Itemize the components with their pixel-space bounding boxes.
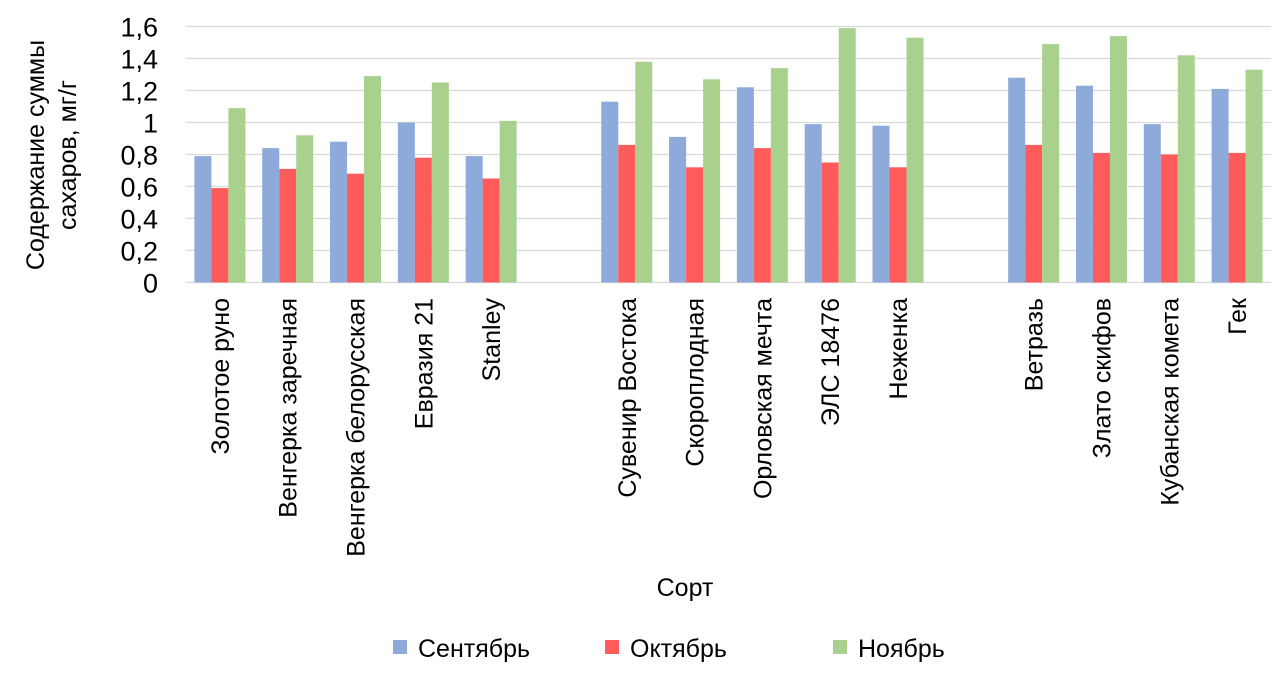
legend-label: Октябрь xyxy=(630,635,727,663)
y-tick-label: 0,8 xyxy=(120,141,158,171)
bar-oct xyxy=(686,167,704,283)
x-tick-label: Венгерка белорусская xyxy=(343,298,371,557)
x-tick-label: Венгерка заречная xyxy=(275,298,303,518)
bar-oct xyxy=(821,162,839,283)
bar-nov xyxy=(431,82,449,283)
bar-sep xyxy=(465,156,483,283)
bar-nov xyxy=(1042,44,1060,283)
x-tick-label: Скороплодная xyxy=(682,298,710,467)
y-tick-label: 0,4 xyxy=(120,205,158,235)
bar-oct xyxy=(347,173,365,283)
bar-sep xyxy=(1143,124,1161,283)
y-tick-label: 0,6 xyxy=(120,173,158,203)
y-axis-title: Содержание суммы сахаров, мг/г xyxy=(22,40,82,270)
bar-sep xyxy=(330,141,348,283)
x-tick-label: Гек xyxy=(1224,297,1252,335)
y-tick-label: 1 xyxy=(143,109,158,139)
bar-oct xyxy=(1160,154,1178,283)
legend-label: Ноябрь xyxy=(858,635,945,663)
bar-sep xyxy=(736,87,754,283)
bar-nov xyxy=(228,108,246,283)
bar-oct xyxy=(211,188,229,283)
bar-nov xyxy=(838,28,856,283)
bar-oct xyxy=(414,157,432,283)
y-tick-label: 0,2 xyxy=(120,237,158,267)
y-tick-label: 1,2 xyxy=(120,77,158,107)
x-axis-ticks: Золотое руно Венгерка заречная Венгерка бе… xyxy=(207,297,1252,557)
y-tick-label: 1,6 xyxy=(120,13,158,43)
x-tick-label: Неженка xyxy=(885,298,913,400)
bars xyxy=(194,28,1263,283)
bar-sep xyxy=(397,122,415,283)
bar-oct xyxy=(1228,152,1246,283)
legend-swatch xyxy=(393,640,407,654)
x-tick-label: Stanley xyxy=(478,298,506,382)
bar-sep xyxy=(669,136,687,283)
bar-nov xyxy=(635,61,653,283)
bar-nov xyxy=(703,79,721,283)
bar-sep xyxy=(194,156,212,283)
x-axis-title: Сорт xyxy=(657,574,714,602)
x-tick-label: Золотое руно xyxy=(207,298,235,454)
bar-oct xyxy=(618,144,636,283)
legend: Сентябрь Октябрь Ноябрь xyxy=(393,635,945,663)
x-tick-label: Злато скифов xyxy=(1088,298,1116,458)
bar-oct xyxy=(753,148,771,283)
bar-nov xyxy=(1245,69,1263,283)
bar-sep xyxy=(872,125,890,283)
legend-label: Сентябрь xyxy=(418,635,530,663)
legend-swatch xyxy=(833,640,847,654)
y-axis-title-line-1: Содержание суммы xyxy=(22,40,50,270)
x-tick-label: ЭЛС 18476 xyxy=(817,298,845,426)
bar-nov xyxy=(770,68,788,283)
bar-nov xyxy=(906,37,924,283)
bar-sep xyxy=(262,148,280,283)
bar-oct xyxy=(1025,144,1043,283)
bar-oct xyxy=(889,167,907,283)
bar-nov xyxy=(1177,55,1195,283)
bar-nov xyxy=(499,120,517,283)
bar-sep xyxy=(1075,85,1093,283)
y-axis-title-line-2: сахаров, мг/г xyxy=(54,80,82,230)
bar-sep xyxy=(804,124,822,283)
bar-nov xyxy=(364,76,382,283)
x-tick-label: Орловская мечта xyxy=(749,298,777,499)
bar-sep xyxy=(1211,88,1229,283)
x-tick-label: Евразия 21 xyxy=(410,298,438,429)
y-tick-label: 1,4 xyxy=(120,45,158,75)
bar-oct xyxy=(279,168,297,283)
x-tick-label: Ветразь xyxy=(1021,298,1049,391)
bar-nov xyxy=(296,135,314,283)
y-tick-label: 0 xyxy=(143,269,158,299)
bar-oct xyxy=(1092,152,1110,283)
legend-swatch xyxy=(605,640,619,654)
bar-sep xyxy=(1008,77,1026,283)
bar-sep xyxy=(601,101,619,283)
bar-nov xyxy=(1109,36,1127,283)
bar-oct xyxy=(482,178,500,283)
x-tick-label: Сувенир Востока xyxy=(614,298,642,498)
x-tick-label: Кубанская комета xyxy=(1156,298,1184,506)
y-axis-ticks: 00,20,40,60,811,21,41,6 xyxy=(120,13,158,299)
